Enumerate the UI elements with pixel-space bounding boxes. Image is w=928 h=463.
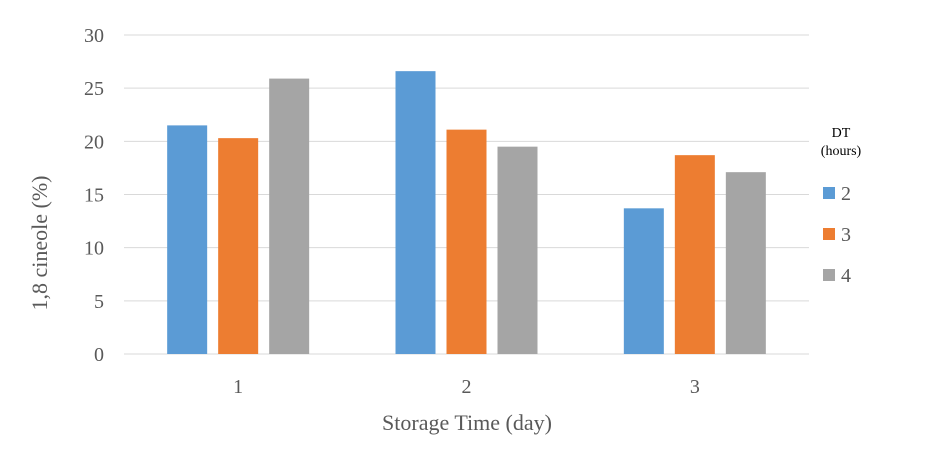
legend-label: 2 bbox=[841, 183, 851, 205]
legend-title-line2: (hours) bbox=[821, 144, 862, 159]
legend-label: 4 bbox=[841, 265, 851, 287]
x-tick-label: 3 bbox=[690, 376, 700, 398]
x-tick-label: 2 bbox=[462, 376, 472, 398]
y-tick-label: 15 bbox=[84, 185, 104, 207]
bar-series-4-category-2 bbox=[497, 146, 538, 354]
x-axis-title: Storage Time (day) bbox=[382, 410, 552, 435]
bar-series-3-category-2 bbox=[446, 129, 487, 354]
bar-series-2-category-2 bbox=[395, 71, 436, 355]
legend-label: 3 bbox=[841, 224, 851, 246]
y-tick-label: 25 bbox=[84, 78, 104, 100]
legend-swatch-2 bbox=[823, 187, 835, 199]
y-tick-label: 20 bbox=[84, 131, 104, 153]
bars bbox=[167, 71, 766, 355]
x-axis-ticks: 1 2 3 bbox=[233, 376, 700, 398]
y-tick-label: 5 bbox=[94, 291, 104, 313]
legend-items: 2 3 4 bbox=[823, 183, 851, 287]
y-tick-label: 10 bbox=[84, 238, 104, 260]
y-tick-label: 30 bbox=[84, 25, 104, 47]
y-axis-ticks: 0 5 10 15 20 25 30 bbox=[84, 25, 104, 366]
bar-series-4-category-3 bbox=[725, 172, 766, 354]
x-tick-label: 1 bbox=[233, 376, 243, 398]
legend-swatch-3 bbox=[823, 228, 835, 240]
bar-series-2-category-3 bbox=[623, 208, 664, 354]
bar-series-4-category-1 bbox=[269, 78, 310, 354]
legend: DT (hours) 2 3 4 bbox=[821, 126, 862, 287]
legend-title-line1: DT bbox=[832, 126, 851, 141]
bar-series-3-category-1 bbox=[218, 138, 259, 354]
bar-series-3-category-3 bbox=[674, 155, 715, 354]
legend-swatch-4 bbox=[823, 269, 835, 281]
y-tick-label: 0 bbox=[94, 344, 104, 366]
bar-series-2-category-1 bbox=[167, 125, 208, 354]
y-axis-title: 1,8 cineole (%) bbox=[27, 176, 52, 311]
